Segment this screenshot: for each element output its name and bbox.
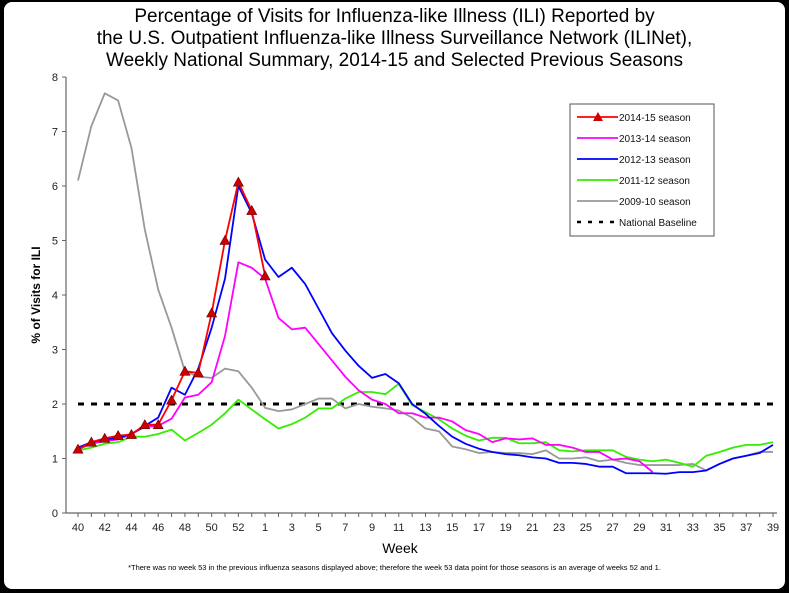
legend-label: 2014-15 season (619, 113, 691, 124)
data-point-2014-15-season (125, 428, 137, 439)
footnote: *There was no week 53 in the previous in… (128, 563, 661, 572)
x-tick-label: 31 (660, 522, 672, 534)
data-point-2014-15-season (219, 234, 231, 245)
data-point-2014-15-season (85, 436, 97, 447)
x-tick-label: 21 (526, 522, 538, 534)
data-point-2014-15-season (152, 419, 164, 430)
y-tick-label: 8 (52, 72, 58, 84)
x-tick-label: 33 (687, 522, 699, 534)
x-tick-label: 5 (316, 522, 322, 534)
x-tick-label: 11 (393, 522, 404, 534)
data-point-2014-15-season (139, 419, 151, 430)
x-tick-label: 25 (580, 522, 592, 534)
x-tick-label: 35 (713, 522, 725, 534)
data-point-2014-15-season (206, 307, 218, 318)
title-line-2: the U.S. Outpatient Influenza-like Illne… (96, 28, 693, 49)
title-line-1: Percentage of Visits for Influenza-like … (134, 6, 655, 27)
chart-background (4, 2, 785, 589)
legend: 2014-15 season 2013-14 season 2012-13 seas… (569, 103, 715, 237)
legend-label: 2013-14 season (619, 134, 691, 145)
x-tick-label: 7 (342, 522, 348, 534)
data-point-2014-15-season (166, 394, 178, 405)
x-tick-label: 17 (473, 522, 485, 534)
x-tick-label: 50 (206, 522, 218, 534)
data-point-2014-15-season (259, 270, 271, 281)
x-tick-label: 27 (606, 522, 618, 534)
legend-label: National Baseline (619, 218, 697, 229)
y-tick-label: 1 (52, 454, 58, 466)
x-tick-label: 40 (72, 522, 84, 534)
x-tick-label: 19 (500, 522, 512, 534)
legend-label: 2012-13 season (619, 155, 691, 166)
x-axis-label: Week (382, 540, 419, 556)
x-tick-label: 13 (419, 522, 431, 534)
x-tick-label: 39 (767, 522, 779, 534)
y-tick-label: 3 (52, 345, 58, 357)
x-tick-label: 9 (369, 522, 375, 534)
series-line-2014-15-season (77, 181, 266, 451)
x-tick-label: 37 (740, 522, 752, 534)
legend-label: 2011-12 season (619, 176, 690, 187)
legend-box (569, 103, 715, 237)
y-tick-label: 2 (52, 399, 58, 411)
series-lines (72, 92, 774, 475)
y-tick-label: 7 (52, 127, 58, 139)
y-axis-label: % of Visits for ILI (29, 246, 43, 343)
y-tick-label: 5 (52, 236, 58, 248)
data-point-2014-15-season (232, 176, 244, 187)
x-tick-label: 46 (152, 522, 164, 534)
x-tick-label: 23 (553, 522, 565, 534)
series-line-2011-12-season (77, 382, 774, 468)
x-tick-label: 29 (633, 522, 645, 534)
chart-title: Percentage of Visits for Influenza-like … (0, 6, 789, 72)
data-point-2014-15-season (192, 367, 204, 378)
x-tick-label: 3 (289, 522, 295, 534)
data-point-2014-15-season (246, 204, 258, 215)
legend-label: 2009-10 season (619, 197, 691, 208)
y-tick-label: 0 (52, 508, 58, 520)
y-tick-label: 4 (52, 290, 58, 302)
data-point-2014-15-season (112, 429, 124, 440)
x-tick-label: 44 (125, 522, 137, 534)
y-tick-label: 6 (52, 181, 58, 193)
series-line-2013-14-season (77, 261, 654, 473)
x-tick-label: 1 (262, 522, 268, 534)
series-line-2009-10-season (77, 92, 773, 472)
data-point-2014-15-season (72, 443, 84, 454)
data-point-2014-15-season (99, 432, 111, 443)
x-tick-label: 48 (179, 522, 191, 534)
x-tick-label: 52 (232, 522, 244, 534)
x-tick-label: 15 (446, 522, 458, 534)
series-line-2012-13-season (77, 185, 774, 475)
legend-marker-triangle (593, 112, 603, 121)
title-line-3: Weekly National Summary, 2014-15 and Sel… (106, 50, 683, 71)
data-point-2014-15-season (179, 365, 191, 376)
x-tick-label: 42 (99, 522, 111, 534)
